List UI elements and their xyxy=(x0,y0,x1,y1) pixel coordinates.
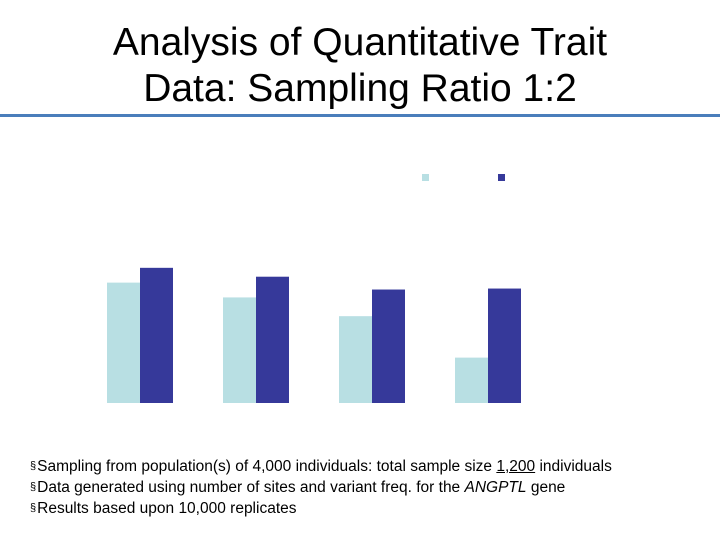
bar-series-1-category-4 xyxy=(455,357,488,403)
legend-swatch-series-2 xyxy=(498,174,505,181)
bullet-item-data-generated: §Data generated using number of sites an… xyxy=(30,477,720,498)
bar-series-2-category-4 xyxy=(488,288,521,403)
bullet-list: §Sampling from population(s) of 4,000 in… xyxy=(30,456,720,519)
bullet-marker: § xyxy=(30,481,37,493)
bullet-text: individuals xyxy=(535,458,612,475)
title-underline-rule xyxy=(0,114,720,117)
bullet-text-gene-name: ANGPTL xyxy=(464,479,527,496)
bar-chart xyxy=(107,174,521,403)
bullet-item-replicates: §Results based upon 10,000 replicates xyxy=(30,498,720,519)
bullet-item-sampling: §Sampling from population(s) of 4,000 in… xyxy=(30,456,720,477)
slide-title: Analysis of Quantitative Trait Data: Sam… xyxy=(0,20,720,112)
bullet-text: Results based upon 10,000 replicates xyxy=(37,500,297,517)
bar-series-2-category-2 xyxy=(256,276,289,403)
bar-series-2-category-1 xyxy=(140,267,173,403)
bullet-marker: § xyxy=(30,460,37,472)
bullet-text-underlined: 1,200 xyxy=(496,458,536,475)
slide-title-line-2: Data: Sampling Ratio 1:2 xyxy=(143,67,577,110)
slide-title-line-1: Analysis of Quantitative Trait xyxy=(112,21,608,64)
bar-series-1-category-2 xyxy=(223,297,256,403)
bullet-text: gene xyxy=(526,479,566,496)
bar-series-2-category-3 xyxy=(372,289,405,403)
bullet-marker: § xyxy=(30,502,37,514)
bullet-text: Sampling from population(s) of 4,000 ind… xyxy=(37,458,497,475)
legend-swatch-series-1 xyxy=(422,174,429,181)
bullet-text: Data generated using number of sites and… xyxy=(37,479,465,496)
bar-series-1-category-1 xyxy=(107,282,140,403)
bar-series-1-category-3 xyxy=(339,316,372,403)
